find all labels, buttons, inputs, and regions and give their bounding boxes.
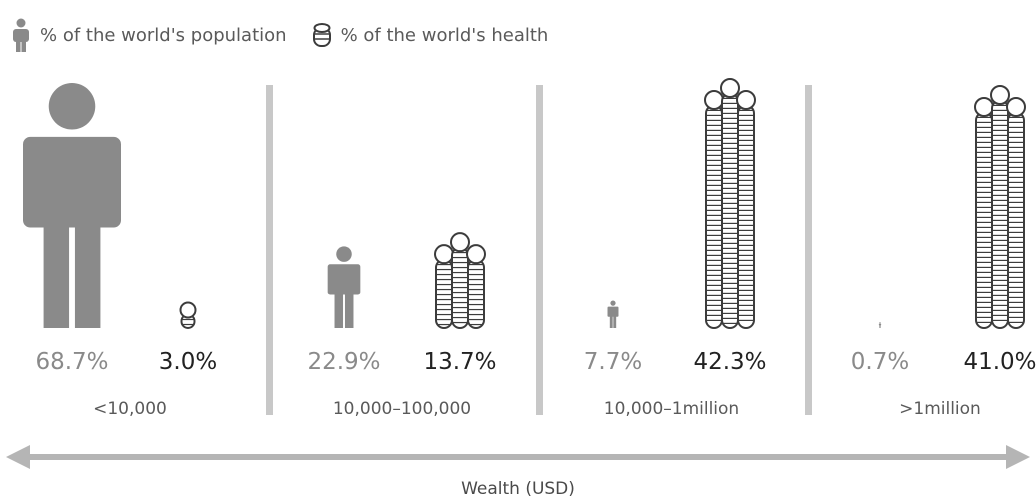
category-label-1: 10,000–100,000 [333, 399, 471, 419]
wealth-label-3: 41.0% [963, 349, 1036, 375]
wealth-bar-2 [704, 78, 756, 330]
population-bar-3 [878, 322, 882, 328]
legend: % of the world's population % of the wor… [10, 18, 572, 52]
chart-marks: 68.7% 3.0% <10,000 22.9% 13.7% 10,000–100,000… [6, 78, 1036, 469]
wealth-label-2: 42.3% [693, 349, 766, 375]
wealth-bar-0 [179, 301, 197, 329]
wealth-bar-3 [974, 85, 1026, 329]
population-bar-1 [327, 246, 361, 328]
coin-stack-icon [312, 23, 331, 47]
wealth-label-0: 3.0% [159, 349, 217, 375]
x-axis-title: Wealth (USD) [461, 479, 575, 499]
population-label-1: 22.9% [307, 349, 380, 375]
category-label-3: >1million [899, 399, 981, 419]
legend-label-wealth: % of the world's health [340, 24, 549, 46]
legend-item-population: % of the world's population [10, 18, 287, 52]
group-divider-1 [536, 85, 543, 415]
group-divider-2 [805, 85, 812, 415]
wealth-label-1: 13.7% [423, 349, 496, 375]
population-label-2: 7.7% [584, 349, 642, 375]
x-axis-arrow [6, 445, 1030, 469]
population-bar-0 [23, 83, 121, 328]
wealth-bar-1 [434, 232, 486, 329]
legend-label-population: % of the world's population [40, 24, 287, 46]
population-bar-2 [607, 300, 619, 328]
population-label-3: 0.7% [851, 349, 909, 375]
group-divider-0 [266, 85, 273, 415]
legend-item-wealth: % of the world's health [311, 18, 549, 52]
category-label-0: <10,000 [93, 399, 167, 419]
person-icon [13, 18, 29, 52]
population-label-0: 68.7% [35, 349, 108, 375]
category-label-2: 10,000–1million [604, 399, 739, 419]
